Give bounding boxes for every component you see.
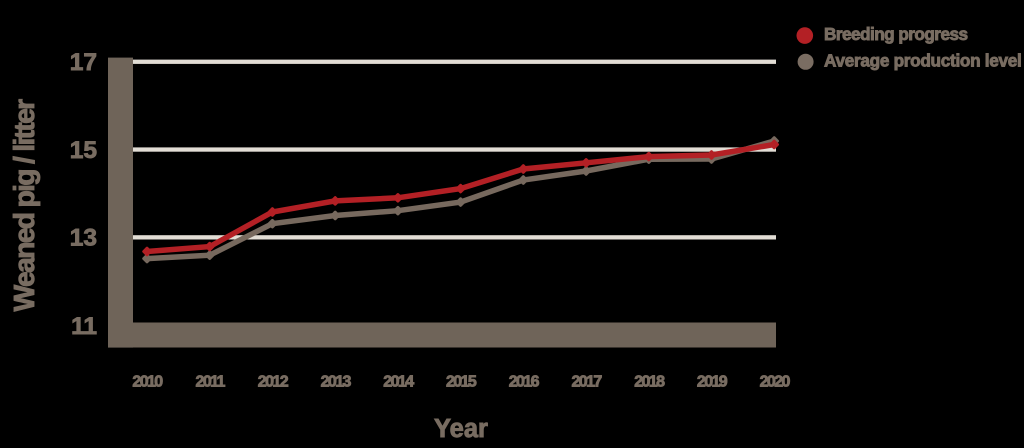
svg-text:2012: 2012 — [258, 374, 289, 391]
svg-text:17: 17 — [70, 49, 97, 76]
svg-text:2011: 2011 — [196, 374, 226, 391]
svg-text:2014: 2014 — [383, 374, 414, 391]
svg-text:2019: 2019 — [697, 374, 728, 391]
svg-text:11: 11 — [71, 313, 97, 340]
svg-text:2013: 2013 — [321, 374, 352, 391]
svg-text:2020: 2020 — [760, 374, 791, 391]
svg-text:2016: 2016 — [509, 374, 540, 391]
svg-text:13: 13 — [70, 225, 97, 252]
svg-text:Year: Year — [434, 415, 488, 443]
svg-text:2018: 2018 — [634, 374, 665, 391]
svg-text:2017: 2017 — [571, 374, 602, 391]
svg-text:2010: 2010 — [132, 374, 163, 391]
svg-text:Weaned pig / litter: Weaned pig / litter — [8, 99, 40, 312]
svg-text:2015: 2015 — [446, 374, 477, 391]
svg-text:Breeding progress: Breeding progress — [824, 24, 967, 44]
svg-text:15: 15 — [70, 137, 97, 164]
svg-text:Average production level: Average production level — [824, 50, 1022, 70]
